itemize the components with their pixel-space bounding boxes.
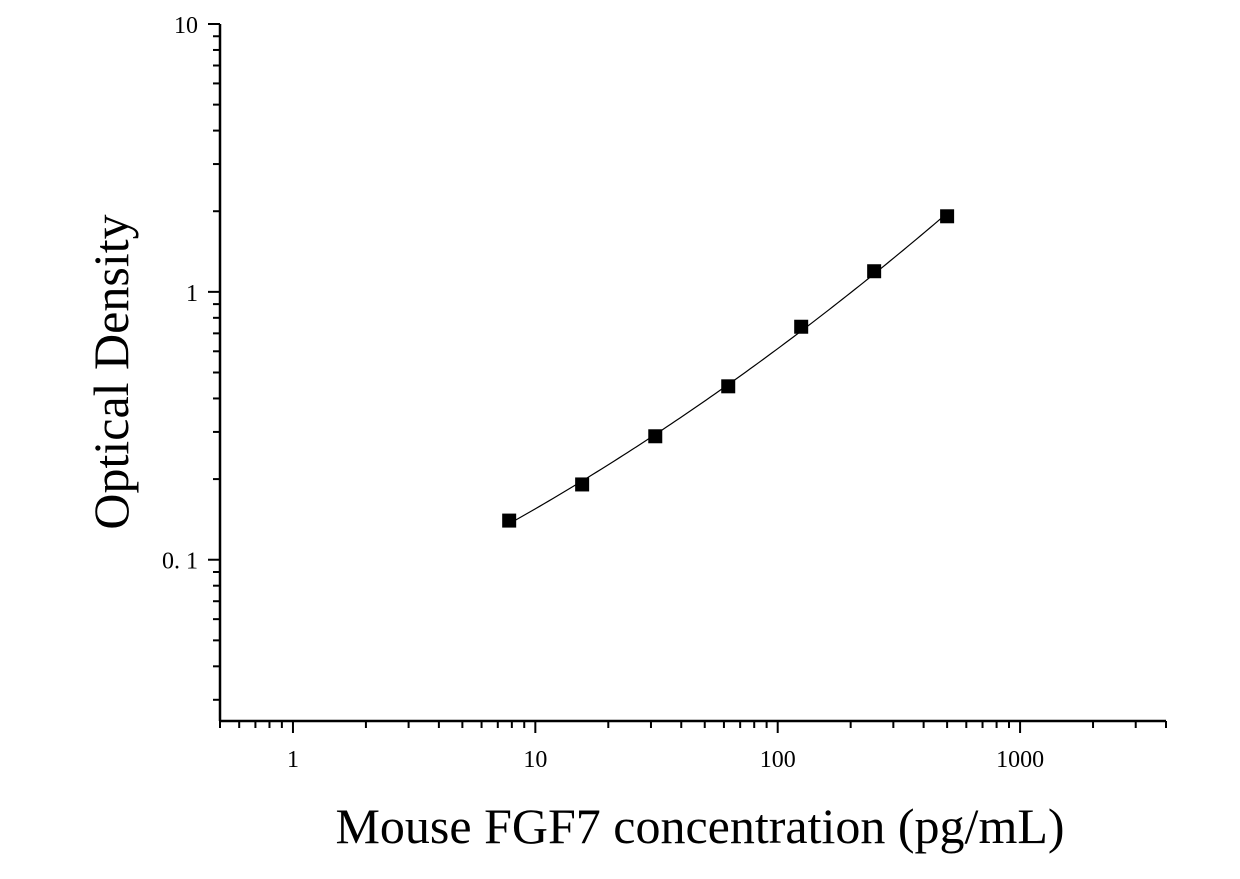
- data-point: [502, 513, 517, 528]
- x-tick-label: 1: [287, 747, 299, 773]
- y-tick-label: 0. 1: [162, 549, 198, 575]
- data-points-layer: [502, 209, 955, 528]
- fit-curve: [508, 212, 948, 525]
- y-axis-title: Optical Density: [83, 214, 139, 529]
- x-axis-title: Mouse FGF7 concentration (pg/mL): [335, 798, 1064, 854]
- x-tick-label: 10: [523, 747, 547, 773]
- axes-layer: 1 10 100 1000 10 1 0. 1: [162, 13, 1167, 773]
- data-point: [794, 319, 809, 334]
- x-tick-label: 100: [760, 747, 796, 773]
- fit-curve-layer: [508, 212, 948, 525]
- data-point: [575, 477, 590, 492]
- x-tick-label: 1000: [996, 747, 1044, 773]
- data-point: [648, 429, 663, 444]
- data-point: [940, 209, 955, 224]
- data-point: [721, 379, 736, 394]
- y-tick-label: 10: [174, 13, 198, 39]
- data-point: [867, 264, 882, 279]
- y-tick-label: 1: [186, 281, 198, 307]
